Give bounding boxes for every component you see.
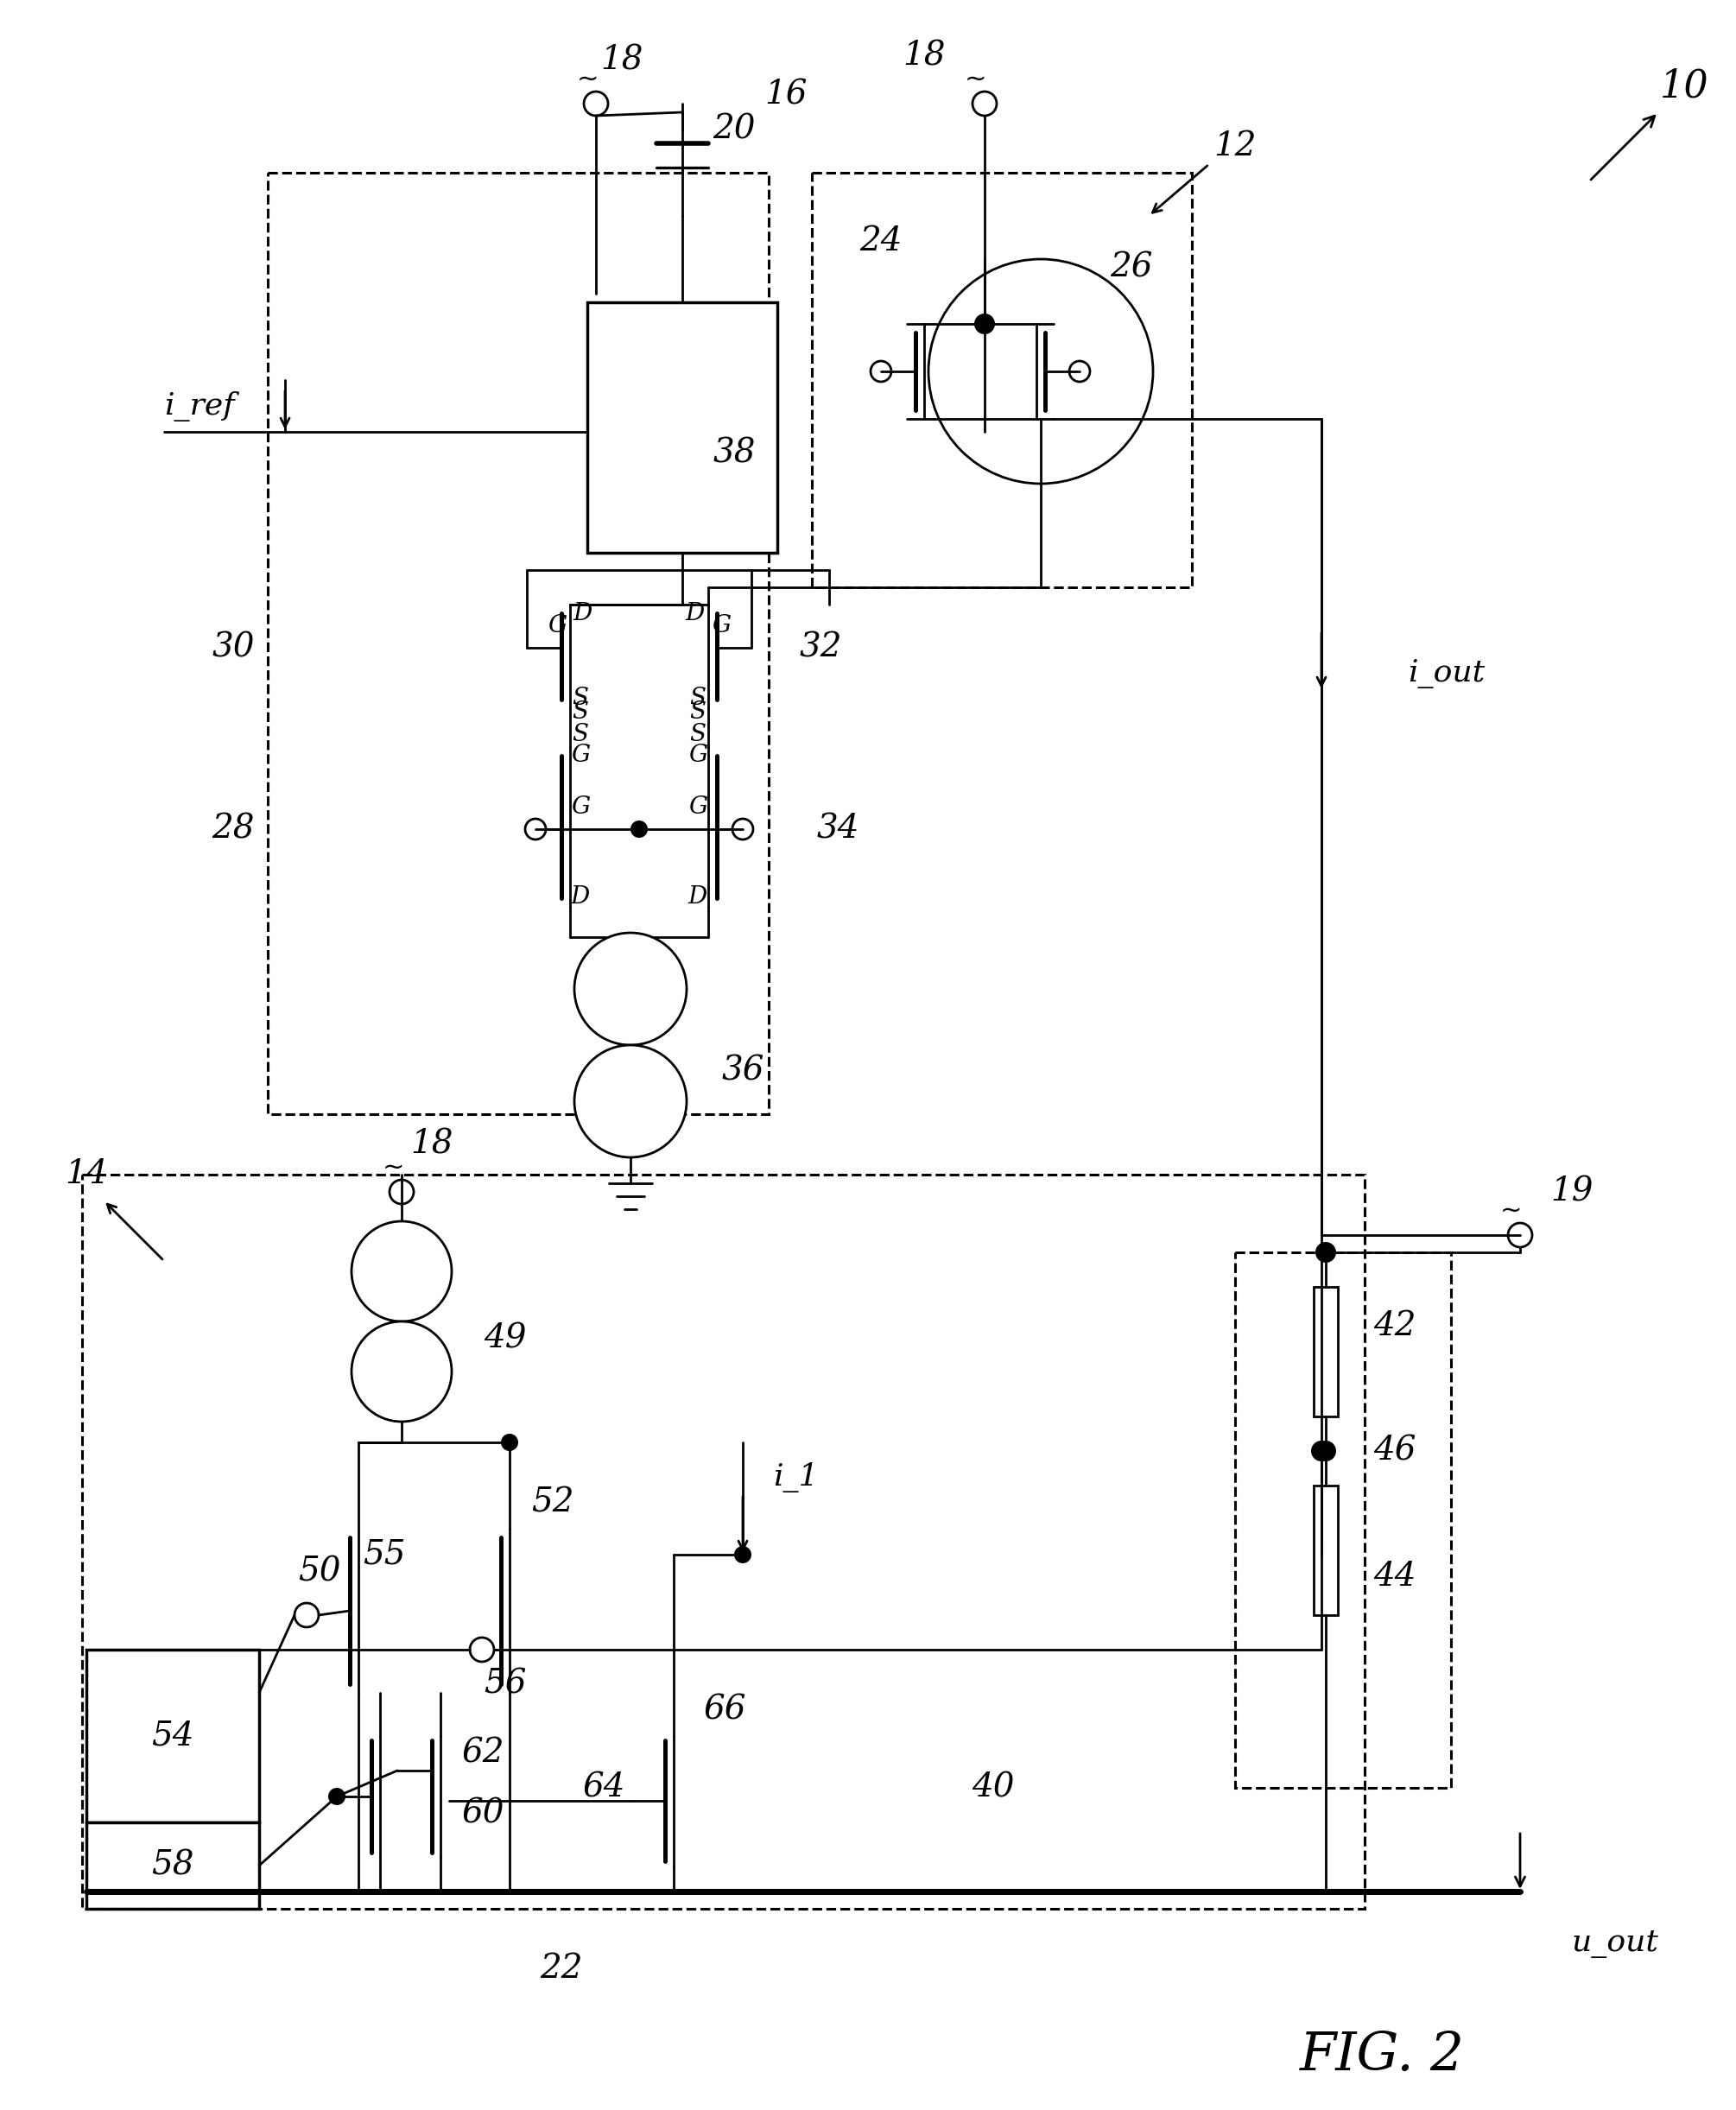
Text: 26: 26 [1109,251,1153,283]
Circle shape [470,1637,495,1663]
Circle shape [734,1547,752,1564]
Bar [87,1823,259,1910]
Circle shape [575,933,687,1044]
Text: 52: 52 [531,1488,575,1519]
Text: G: G [687,745,707,768]
Text: S: S [573,722,589,745]
Text: 18: 18 [601,44,644,76]
Text: 38: 38 [713,437,755,468]
Text: 20: 20 [713,114,755,146]
Text: 19: 19 [1550,1175,1594,1207]
Text: 24: 24 [859,226,903,257]
Circle shape [1316,1243,1337,1262]
Text: i_ref: i_ref [165,390,234,422]
Text: 28: 28 [212,812,255,846]
Text: 50: 50 [299,1555,340,1589]
Text: D: D [573,601,592,625]
Text: D: D [571,884,590,907]
Text: 55: 55 [363,1538,406,1570]
Circle shape [1069,361,1090,382]
Circle shape [1509,1224,1533,1247]
Text: S: S [689,701,707,724]
Circle shape [389,1179,413,1205]
Bar [587,302,778,553]
Text: 58: 58 [151,1850,194,1882]
Circle shape [870,361,891,382]
Bar [1314,1485,1338,1614]
Text: S: S [689,686,707,709]
Bar [82,1175,1364,1910]
Text: 54: 54 [151,1720,194,1751]
Text: S: S [573,686,589,709]
Text: 30: 30 [212,631,255,665]
Text: 16: 16 [764,78,807,112]
Circle shape [524,819,545,840]
Circle shape [502,1433,519,1452]
Text: 64: 64 [583,1772,627,1804]
Text: 36: 36 [722,1055,764,1087]
Text: G: G [547,614,566,637]
Text: 60: 60 [462,1798,505,1829]
Bar [812,173,1193,587]
Circle shape [974,314,995,333]
Text: ~: ~ [576,68,599,93]
Circle shape [295,1604,319,1627]
Text: 12: 12 [1213,131,1257,162]
Text: 18: 18 [903,40,946,72]
Text: 10: 10 [1660,68,1708,106]
Circle shape [328,1787,345,1806]
Circle shape [1316,1441,1337,1462]
Circle shape [1311,1441,1332,1462]
Text: G: G [571,795,590,819]
Bar [267,173,769,1114]
Text: 46: 46 [1373,1435,1417,1466]
Text: ~: ~ [1500,1198,1522,1224]
Text: S: S [573,701,589,724]
Text: D: D [686,601,705,625]
Text: i_out: i_out [1408,658,1484,688]
Circle shape [575,1044,687,1158]
Circle shape [733,819,753,840]
Text: 34: 34 [816,812,859,846]
Circle shape [351,1222,451,1321]
Text: S: S [689,722,707,745]
Text: 14: 14 [64,1158,108,1190]
Text: u_out: u_out [1571,1929,1660,1958]
Text: G: G [687,795,707,819]
Text: 22: 22 [540,1954,583,1986]
Bar [87,1650,259,1823]
Bar [1234,1253,1451,1787]
Bar [1314,1287,1338,1416]
Text: 18: 18 [410,1129,453,1161]
Text: G: G [712,614,731,637]
Circle shape [972,91,996,116]
Text: ~: ~ [965,68,988,93]
Text: ~: ~ [382,1154,404,1179]
Text: 32: 32 [799,631,842,665]
Text: 44: 44 [1373,1559,1417,1593]
Text: 40: 40 [972,1772,1014,1804]
Text: 42: 42 [1373,1310,1417,1342]
Circle shape [929,260,1153,483]
Text: 49: 49 [484,1323,526,1355]
Circle shape [630,821,648,838]
Text: G: G [571,745,590,768]
Text: D: D [687,884,708,907]
Text: 62: 62 [462,1737,505,1770]
Circle shape [351,1321,451,1422]
Circle shape [583,91,608,116]
Text: 66: 66 [705,1694,746,1726]
Text: i_1: i_1 [773,1462,818,1492]
Text: 56: 56 [484,1669,526,1701]
Text: FIG. 2: FIG. 2 [1300,2030,1465,2080]
